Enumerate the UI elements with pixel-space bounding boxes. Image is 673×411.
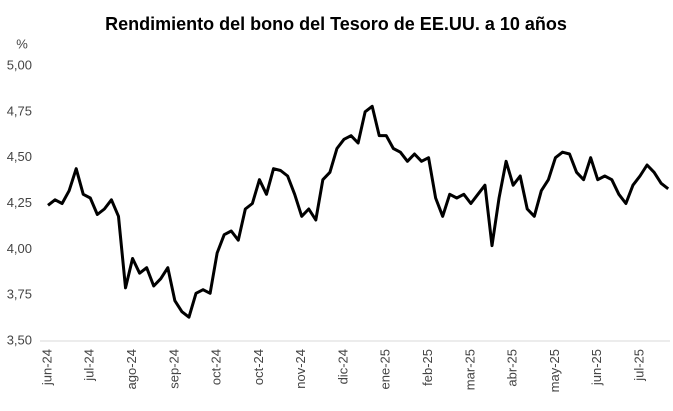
x-tick-label: dic-24 bbox=[335, 349, 350, 384]
x-tick-label: jul-24 bbox=[82, 349, 97, 382]
series-line bbox=[47, 104, 670, 319]
x-tick-label: jun-25 bbox=[589, 349, 604, 386]
x-tick-label: ago-24 bbox=[124, 349, 139, 389]
y-tick-label: 4,50 bbox=[7, 149, 32, 164]
x-tick-label: feb-25 bbox=[420, 349, 435, 386]
y-tick-label: 4,25 bbox=[7, 195, 32, 210]
x-tick-label: abr-25 bbox=[505, 349, 520, 387]
y-tick-label: 4,00 bbox=[7, 241, 32, 256]
x-tick-label: mar-25 bbox=[462, 349, 477, 390]
y-tick-label: 3,50 bbox=[7, 332, 32, 347]
x-tick-label: sep-24 bbox=[166, 349, 181, 389]
chart-title: Rendimiento del bono del Tesoro de EE.UU… bbox=[105, 14, 567, 34]
x-tick-label: jul-25 bbox=[631, 349, 646, 382]
x-tick-label: oct-24 bbox=[209, 349, 224, 385]
x-tick-label: jun-24 bbox=[39, 349, 54, 386]
x-tick-label: ene-25 bbox=[378, 349, 393, 389]
y-axis-label: % bbox=[16, 36, 28, 51]
x-tick-label: nov-24 bbox=[293, 349, 308, 389]
y-tick-label: 4,75 bbox=[7, 103, 32, 118]
y-tick-label: 3,75 bbox=[7, 287, 32, 302]
x-tick-label: oct-24 bbox=[251, 349, 266, 385]
x-tick-label: may-25 bbox=[547, 349, 562, 392]
y-tick-label: 5,00 bbox=[7, 57, 32, 72]
